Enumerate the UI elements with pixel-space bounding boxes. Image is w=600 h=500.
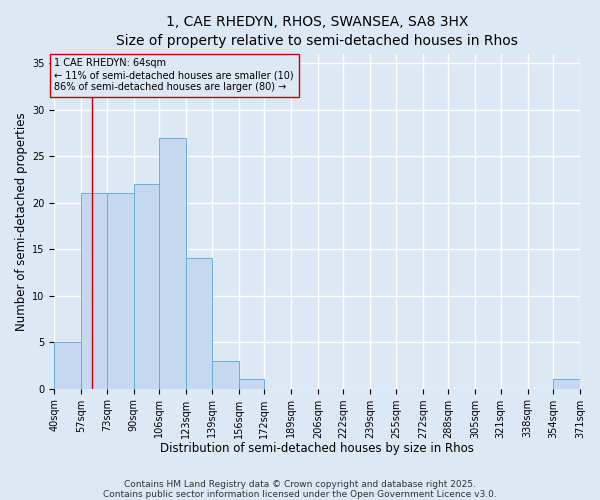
Y-axis label: Number of semi-detached properties: Number of semi-detached properties	[15, 112, 28, 330]
Bar	[159, 138, 186, 388]
Text: Contains HM Land Registry data © Crown copyright and database right 2025.
Contai: Contains HM Land Registry data © Crown c…	[103, 480, 497, 499]
Bar	[82, 194, 107, 388]
Bar	[107, 194, 134, 388]
X-axis label: Distribution of semi-detached houses by size in Rhos: Distribution of semi-detached houses by …	[160, 442, 474, 455]
Bar	[239, 380, 264, 388]
Bar	[186, 258, 212, 388]
Bar	[134, 184, 159, 388]
Bar	[553, 380, 580, 388]
Bar	[212, 360, 239, 388]
Title: 1, CAE RHEDYN, RHOS, SWANSEA, SA8 3HX
Size of property relative to semi-detached: 1, CAE RHEDYN, RHOS, SWANSEA, SA8 3HX Si…	[116, 15, 518, 48]
Text: 1 CAE RHEDYN: 64sqm
← 11% of semi-detached houses are smaller (10)
86% of semi-d: 1 CAE RHEDYN: 64sqm ← 11% of semi-detach…	[55, 58, 294, 92]
Bar	[55, 342, 82, 388]
